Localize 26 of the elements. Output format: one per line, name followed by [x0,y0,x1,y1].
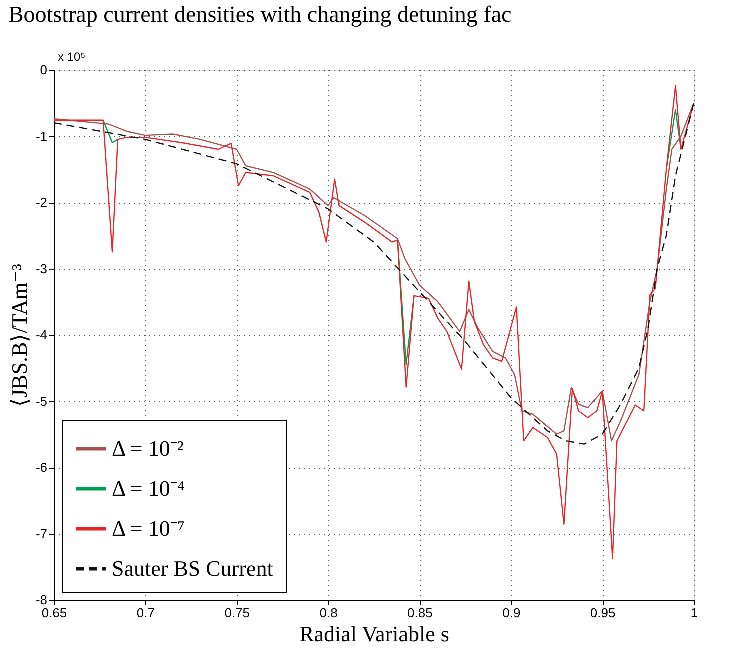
y-tick-label: -8 [36,592,48,608]
y-tick-label: 0 [40,62,48,78]
y-tick-label: -1 [36,128,48,144]
legend-label: Δ = 10⁻² [112,436,184,461]
x-tick-label: 0.9 [502,606,521,620]
y-tick-label: -3 [36,261,48,276]
y-tick-label: -7 [36,526,48,542]
legend-label: Δ = 10⁻⁷ [112,516,186,541]
y-tick-label: -6 [36,460,48,475]
x-tick-label: 0.75 [224,606,250,620]
y-tick-label: -5 [36,394,48,409]
x-tick-label: 0.85 [408,606,433,620]
x-tick-label: 0.8 [320,606,338,620]
chart-title: Bootstrap current densities with changing detuning fac [8,2,512,27]
legend-label: Sauter BS Current [112,556,274,581]
x-tick-label: 1 [690,606,698,620]
x-tick-label: 0.65 [42,606,68,620]
x-tick-label: 0.95 [590,606,616,620]
y-tick-label: -4 [36,328,48,342]
y-tick-label: -2 [36,195,48,210]
x-tick-label: 0.7 [136,606,155,620]
legend-label: Δ = 10⁻⁴ [112,476,186,501]
line-series [54,85,694,560]
y-axis-title: ⟨JBS.B⟩/TAm⁻³ [6,264,32,408]
text: x 10⁵ [58,50,86,64]
x-axis-title: Radial Variable s [300,622,450,646]
